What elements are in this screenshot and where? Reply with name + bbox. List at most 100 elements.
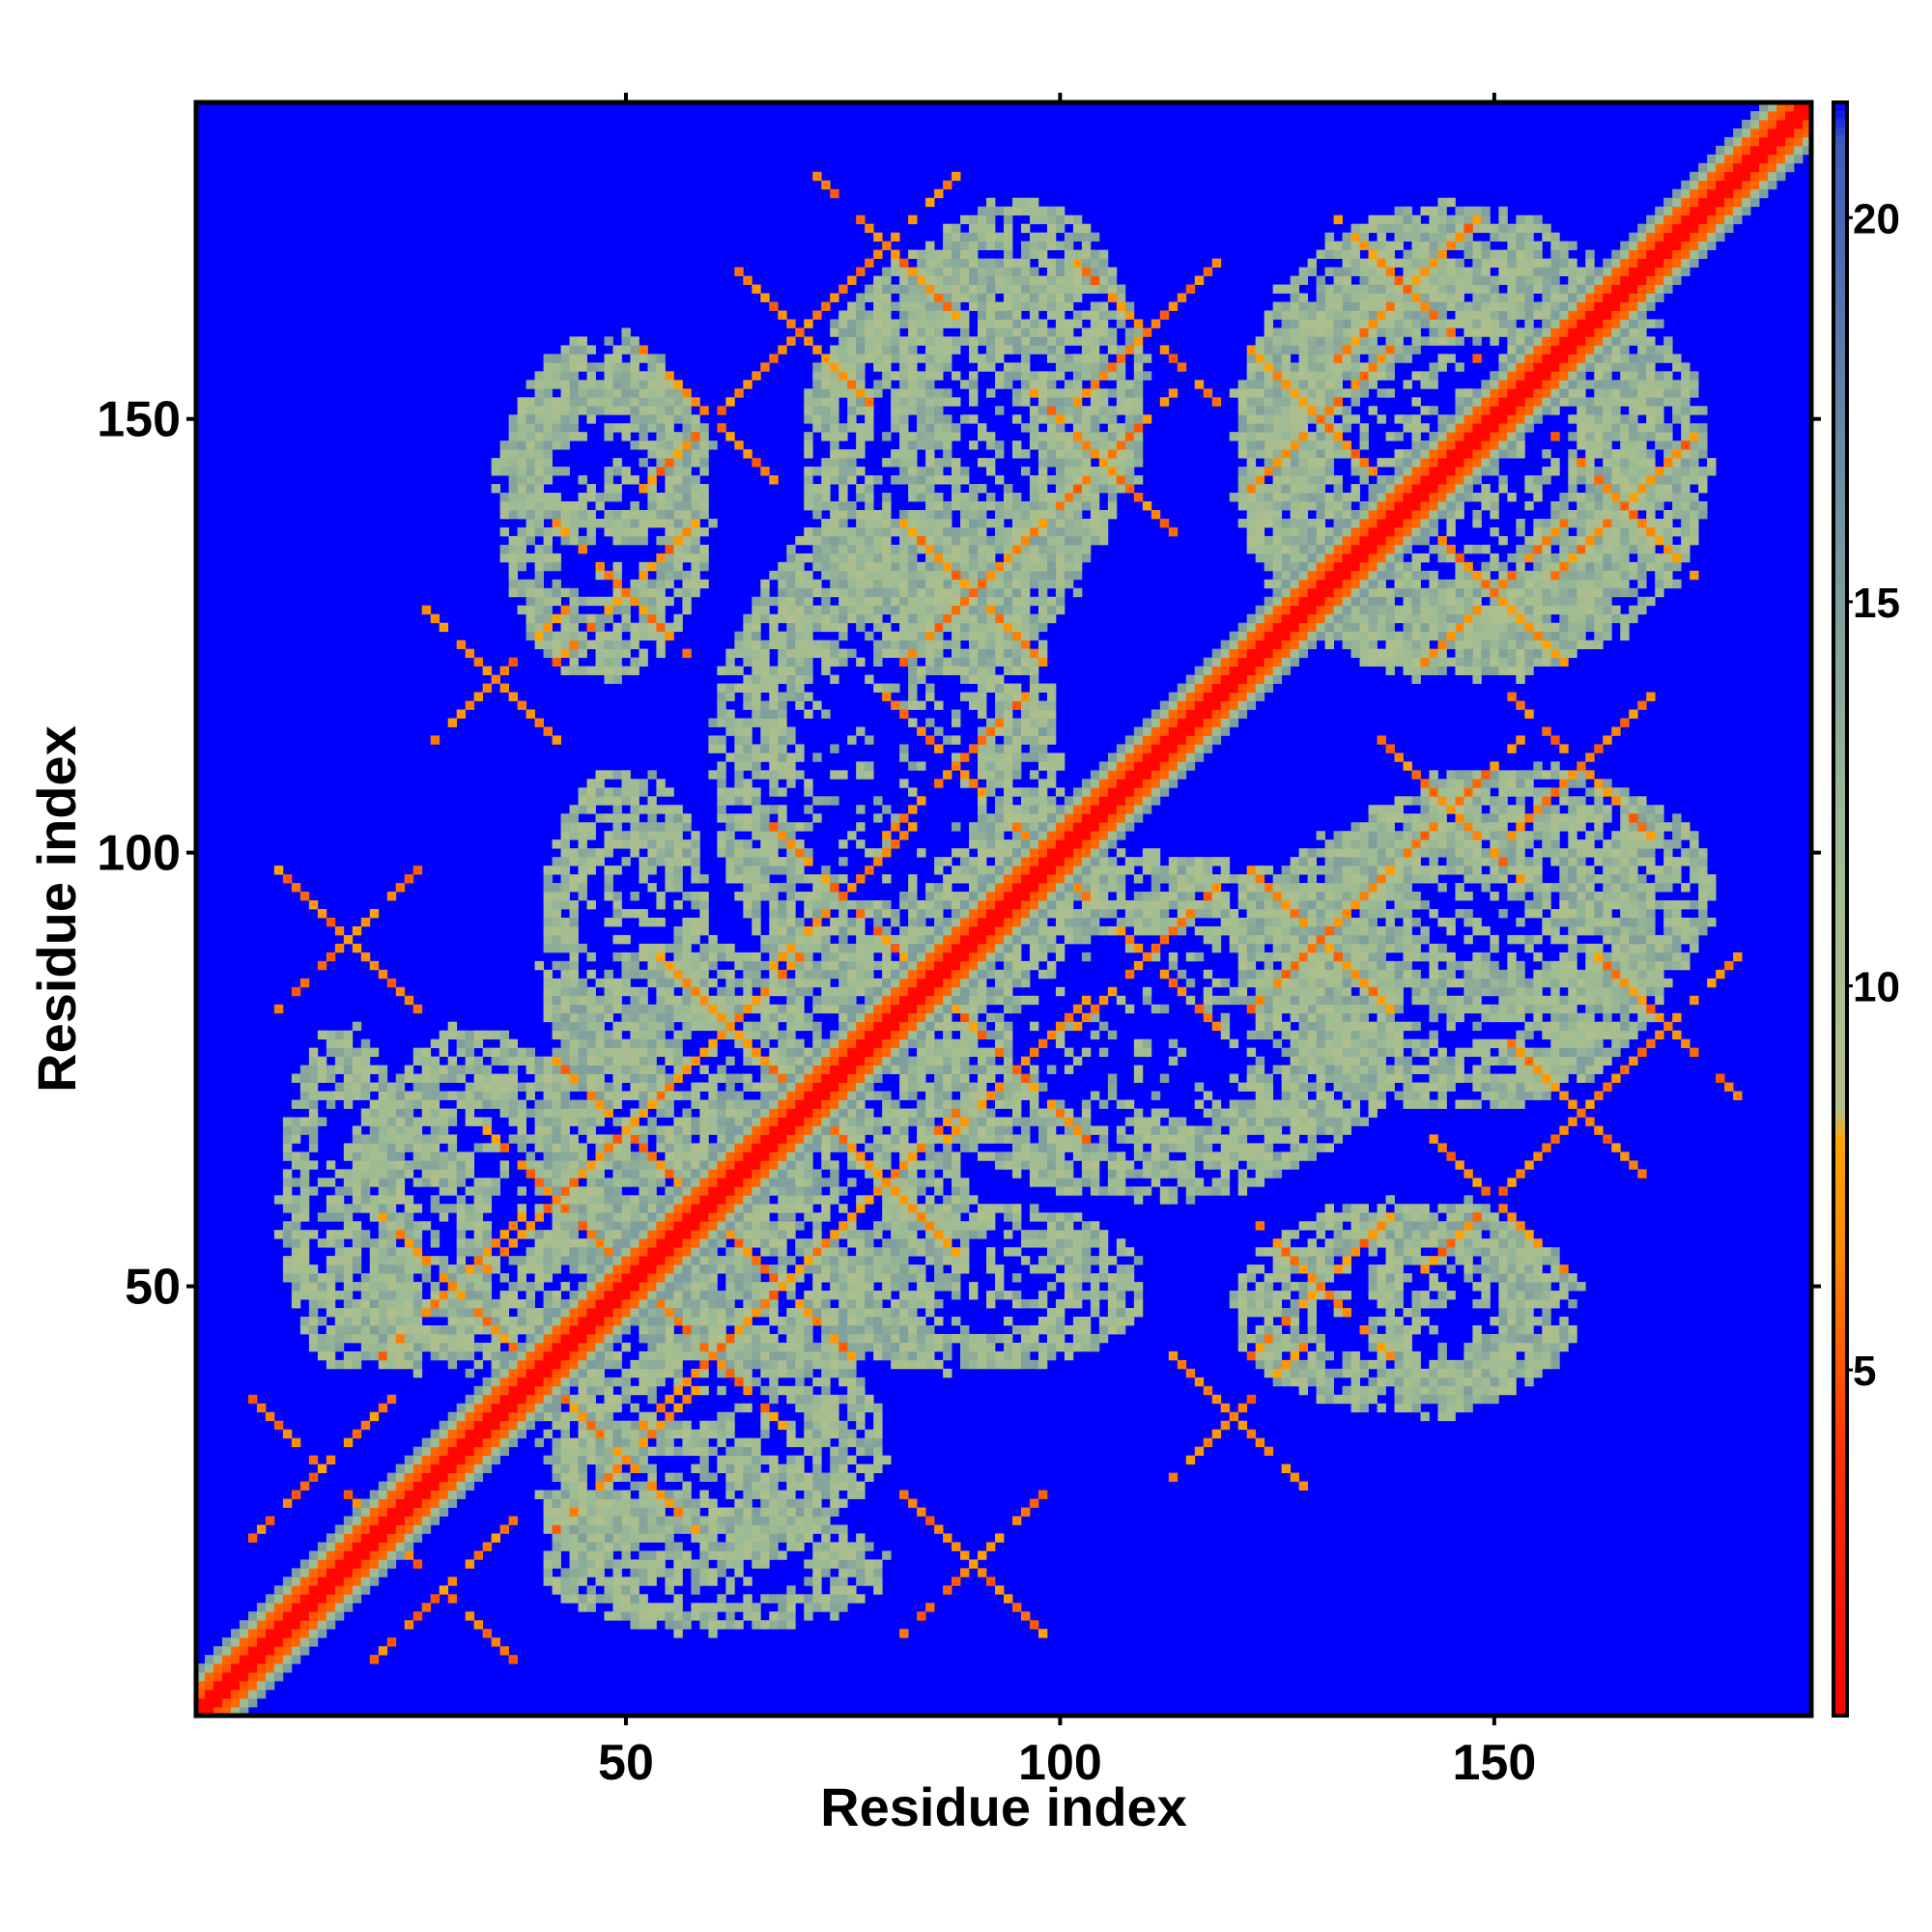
- heatmap-cell: [882, 943, 892, 953]
- heatmap-cell: [969, 596, 979, 607]
- heatmap-cell: [865, 1394, 874, 1405]
- heatmap-cell: [586, 1099, 596, 1109]
- heatmap-cell: [499, 1030, 510, 1040]
- heatmap-cell: [995, 831, 1005, 840]
- heatmap-cell: [978, 986, 987, 997]
- heatmap-cell: [743, 1291, 753, 1300]
- heatmap-cell: [995, 848, 1005, 858]
- heatmap-cell: [752, 744, 761, 753]
- heatmap-cell: [743, 839, 753, 849]
- heatmap-cell: [1011, 1151, 1022, 1161]
- heatmap-cell: [656, 1012, 666, 1023]
- heatmap-cell: [482, 1273, 493, 1283]
- heatmap-cell: [943, 613, 952, 624]
- heatmap-cell: [856, 535, 866, 546]
- heatmap-cell: [891, 1117, 900, 1126]
- heatmap-cell: [925, 561, 935, 572]
- heatmap-cell: [786, 1195, 796, 1205]
- heatmap-cell: [647, 1377, 657, 1387]
- heatmap-cell: [1359, 1091, 1369, 1100]
- heatmap-cell: [725, 683, 735, 693]
- heatmap-cell: [717, 1256, 726, 1265]
- heatmap-cell: [665, 1012, 674, 1023]
- heatmap-cell: [682, 1282, 692, 1292]
- heatmap-cell: [812, 1221, 822, 1231]
- heatmap-cell: [630, 1498, 639, 1508]
- heatmap-cell: [612, 1377, 622, 1387]
- heatmap-cell: [1055, 1169, 1065, 1179]
- heatmap-cell: [1029, 709, 1039, 719]
- heatmap-cell: [1151, 909, 1161, 919]
- heatmap-cell: [1359, 1073, 1369, 1083]
- heatmap-cell: [665, 1316, 674, 1326]
- heatmap-cell: [1350, 969, 1360, 980]
- heatmap-cell: [752, 925, 761, 936]
- heatmap-cell: [586, 1256, 596, 1265]
- heatmap-cell: [612, 1429, 622, 1439]
- heatmap-cell: [769, 917, 779, 927]
- heatmap-cell: [769, 1065, 779, 1074]
- heatmap-cell: [891, 917, 900, 927]
- heatmap-cell: [899, 1204, 909, 1213]
- heatmap-cell: [517, 1256, 526, 1265]
- heatmap-cell: [812, 1472, 822, 1482]
- heatmap-cell: [1194, 883, 1205, 893]
- heatmap-cell: [899, 579, 909, 589]
- heatmap-cell: [1116, 1134, 1126, 1144]
- heatmap-cell: [734, 1230, 744, 1239]
- heatmap-cell: [1603, 969, 1612, 980]
- heatmap-cell: [1220, 866, 1231, 875]
- heatmap-cell: [917, 327, 926, 337]
- heatmap-cell: [830, 1481, 839, 1491]
- heatmap-cell: [1116, 995, 1126, 1006]
- heatmap-cell: [925, 1195, 935, 1205]
- heatmap-cell: [1029, 501, 1039, 511]
- heatmap-cell: [925, 380, 935, 389]
- heatmap-cell: [699, 1350, 709, 1361]
- heatmap-cell: [691, 952, 700, 962]
- heatmap-cell: [1004, 726, 1013, 736]
- heatmap-cell: [1377, 866, 1386, 875]
- heatmap-cell: [1142, 1151, 1152, 1161]
- heatmap-cell: [682, 1108, 692, 1118]
- heatmap-cell: [821, 1411, 831, 1422]
- heatmap-cell: [586, 1403, 596, 1413]
- heatmap-cell: [960, 1056, 970, 1066]
- heatmap-cell: [1403, 969, 1412, 980]
- heatmap-cell: [795, 1368, 805, 1378]
- heatmap-cell: [1029, 301, 1039, 311]
- heatmap-cell: [978, 223, 987, 234]
- heatmap-cell: [1455, 1004, 1464, 1014]
- heatmap-cell: [604, 1178, 613, 1187]
- heatmap-cell: [1533, 934, 1543, 945]
- heatmap-cell: [804, 1490, 813, 1499]
- heatmap-cell: [1342, 960, 1351, 971]
- heatmap-cell: [752, 874, 761, 884]
- heatmap-cell: [960, 1073, 970, 1083]
- heatmap-cell: [1220, 1160, 1231, 1170]
- heatmap-cell: [1255, 1091, 1265, 1100]
- heatmap-cell: [760, 770, 770, 780]
- heatmap-cell: [699, 1324, 709, 1335]
- heatmap-cell: [1368, 995, 1378, 1006]
- heatmap-cell: [630, 1437, 639, 1448]
- heatmap-cell: [717, 1324, 726, 1335]
- heatmap-cell: [1004, 1117, 1013, 1126]
- heatmap-cell: [1004, 241, 1013, 251]
- heatmap-cell: [838, 1377, 848, 1387]
- heatmap-cell: [604, 1004, 613, 1014]
- heatmap-cell: [847, 648, 857, 659]
- heatmap-cell: [1298, 1082, 1309, 1092]
- heatmap-cell: [1350, 1030, 1360, 1040]
- heatmap-cell: [621, 1516, 631, 1525]
- heatmap-cell: [569, 1012, 579, 1023]
- heatmap-cell: [1620, 883, 1630, 893]
- heatmap-cell: [1359, 1038, 1369, 1049]
- heatmap-cell: [1203, 934, 1213, 945]
- heatmap-cell: [1237, 1134, 1248, 1144]
- heatmap-cell: [873, 657, 883, 667]
- heatmap-cell: [856, 561, 866, 572]
- heatmap-cell: [1090, 925, 1100, 936]
- heatmap-cell: [1168, 857, 1179, 867]
- heatmap-cell: [891, 397, 900, 407]
